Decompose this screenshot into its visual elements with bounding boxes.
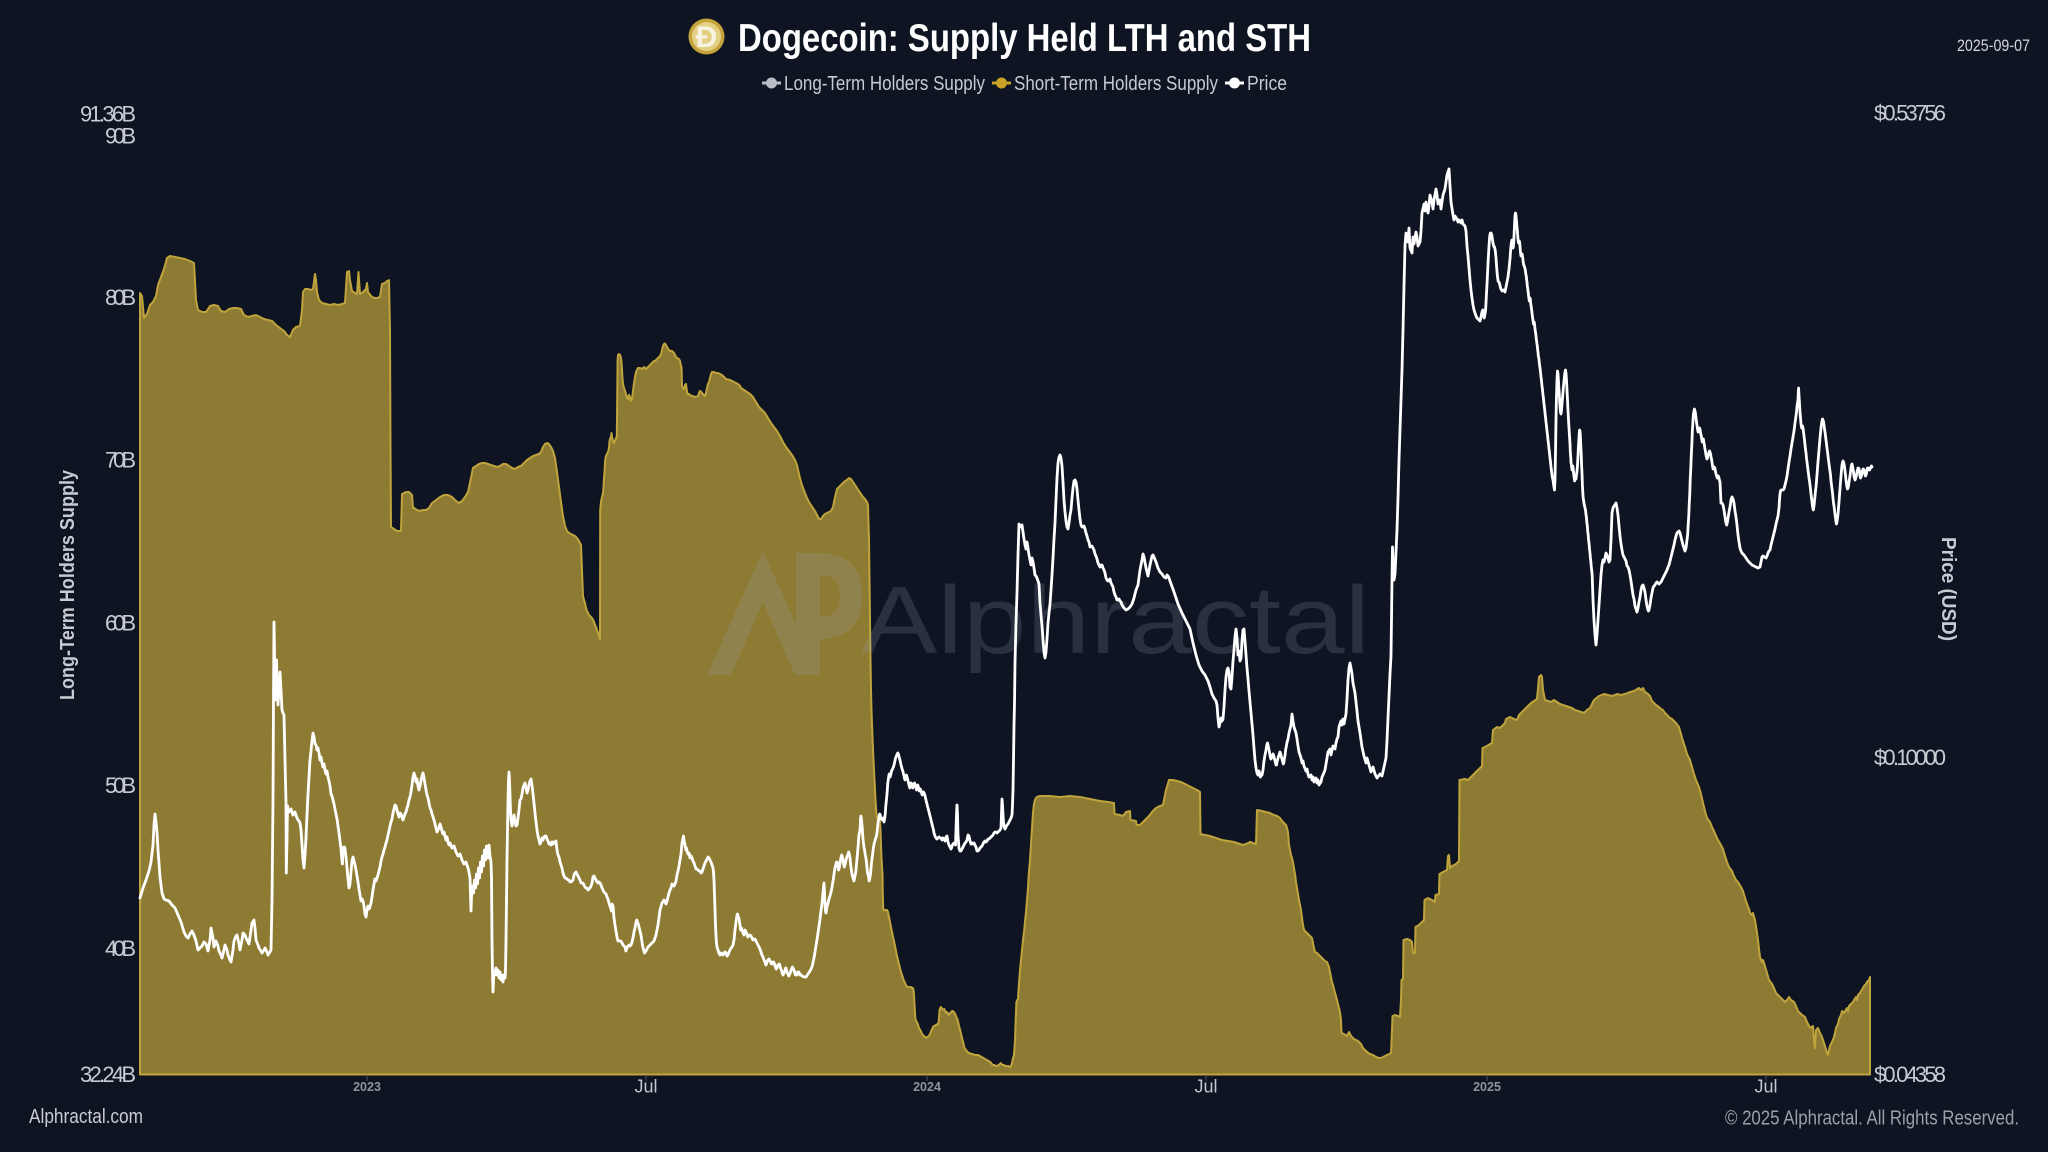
svg-text:80B: 80B	[105, 285, 136, 310]
svg-text:$0.04358: $0.04358	[1874, 1062, 1946, 1087]
svg-text:40B: 40B	[105, 936, 136, 961]
svg-text:Alphractal: Alphractal	[861, 567, 1370, 674]
svg-text:Jul: Jul	[1194, 1077, 1217, 1097]
svg-text:Jul: Jul	[634, 1077, 657, 1097]
svg-text:60B: 60B	[105, 610, 136, 635]
svg-text:Short-Term Holders Supply: Short-Term Holders Supply	[1014, 73, 1218, 95]
svg-text:Long-Term Holders Supply: Long-Term Holders Supply	[57, 469, 79, 700]
svg-text:© 2025 Alphractal. All Rights: © 2025 Alphractal. All Rights Reserved.	[1725, 1108, 2019, 1130]
svg-text:32.24B: 32.24B	[80, 1062, 136, 1087]
svg-text:Jul: Jul	[1754, 1077, 1777, 1097]
svg-text:Dogecoin: Supply Held LTH and: Dogecoin: Supply Held LTH and STH	[738, 17, 1311, 60]
svg-text:Ð: Ð	[696, 21, 718, 54]
svg-text:2024: 2024	[913, 1080, 941, 1094]
svg-text:91.36B: 91.36B	[80, 102, 136, 127]
svg-text:$0.53756: $0.53756	[1874, 101, 1946, 126]
svg-text:90B: 90B	[105, 124, 136, 149]
svg-text:Price: Price	[1247, 73, 1287, 95]
svg-text:50B: 50B	[105, 773, 136, 798]
svg-text:70B: 70B	[105, 448, 136, 473]
svg-text:$0.10000: $0.10000	[1874, 745, 1946, 770]
svg-text:2023: 2023	[353, 1080, 381, 1094]
svg-text:Price (USD): Price (USD)	[1937, 537, 1959, 641]
svg-text:2025: 2025	[1473, 1080, 1501, 1094]
svg-text:Alphractal.com: Alphractal.com	[29, 1106, 143, 1128]
svg-text:Long-Term Holders Supply: Long-Term Holders Supply	[784, 73, 985, 95]
svg-text:2025-09-07: 2025-09-07	[1957, 36, 2030, 55]
